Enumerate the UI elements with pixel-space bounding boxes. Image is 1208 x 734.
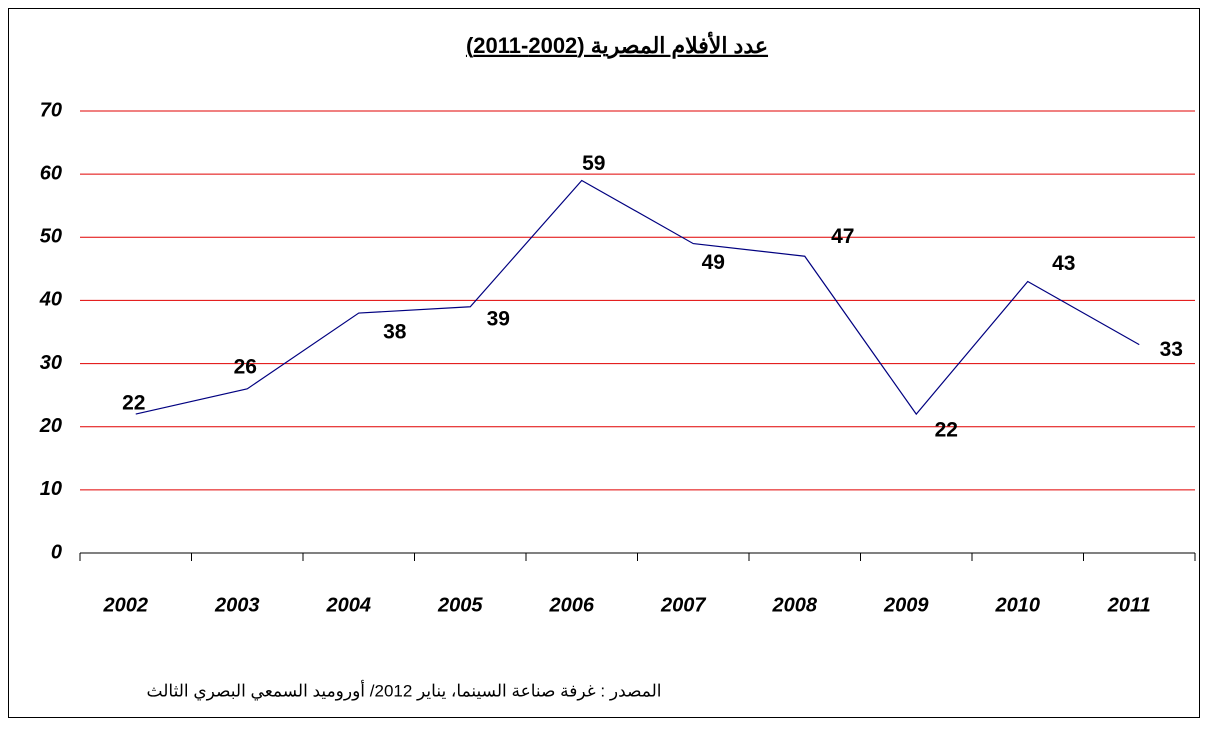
x-tick-label: 2003 bbox=[214, 594, 260, 616]
x-tick-label: 2006 bbox=[549, 594, 595, 616]
data-label: 47 bbox=[831, 225, 854, 248]
y-tick-label: 10 bbox=[40, 478, 62, 500]
data-label: 38 bbox=[383, 321, 407, 344]
chart-title: عدد الأفلام المصرية (2002-2011) bbox=[466, 31, 768, 59]
data-line bbox=[135, 179, 1140, 416]
y-tick-label: 70 bbox=[40, 99, 62, 121]
data-label: 59 bbox=[582, 152, 605, 175]
data-label: 33 bbox=[1160, 338, 1183, 361]
source-note: المصدر : غرفة صناعة السينما، يناير 2012/… bbox=[147, 679, 662, 701]
x-tick-label: 2007 bbox=[660, 594, 706, 616]
y-tick-label: 0 bbox=[51, 541, 62, 563]
x-tick-label: 2010 bbox=[995, 594, 1041, 616]
x-tick-label: 2009 bbox=[883, 594, 929, 616]
data-label: 22 bbox=[122, 392, 145, 415]
y-tick-label: 20 bbox=[39, 415, 62, 437]
x-tick-label: 2005 bbox=[437, 594, 483, 616]
y-tick-label: 30 bbox=[40, 352, 62, 374]
data-label: 26 bbox=[234, 355, 257, 378]
y-tick-label: 60 bbox=[40, 162, 62, 184]
x-tick-label: 2011 bbox=[1107, 594, 1151, 616]
x-tick-label: 2008 bbox=[772, 594, 818, 616]
data-label: 22 bbox=[935, 419, 958, 442]
y-tick-label: 40 bbox=[39, 289, 62, 311]
chart-frame bbox=[8, 8, 1200, 718]
data-label: 43 bbox=[1052, 252, 1075, 275]
x-tick-label: 2004 bbox=[326, 594, 372, 616]
data-label: 49 bbox=[702, 251, 725, 274]
data-label: 39 bbox=[487, 307, 510, 330]
y-tick-label: 50 bbox=[40, 226, 62, 248]
x-tick-label: 2002 bbox=[103, 594, 149, 616]
